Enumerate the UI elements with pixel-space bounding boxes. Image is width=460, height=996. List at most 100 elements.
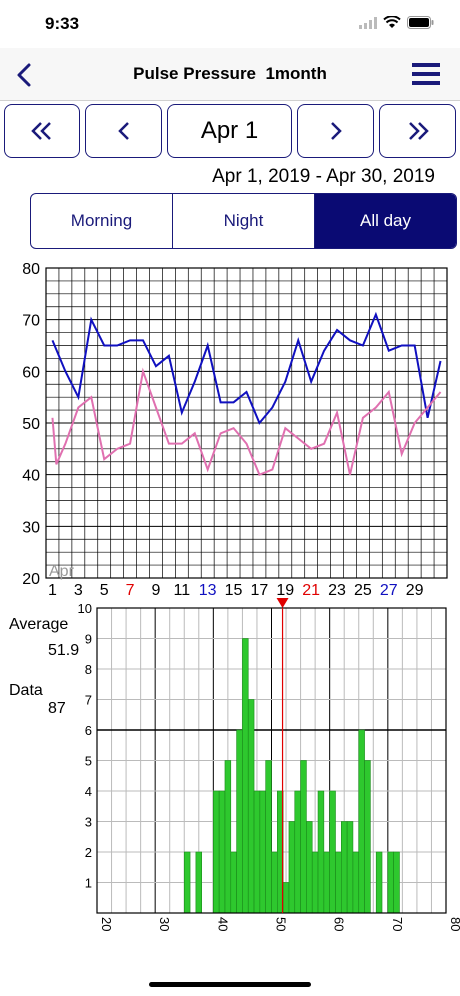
previous-button[interactable] bbox=[85, 104, 162, 158]
month-label: Apr bbox=[49, 563, 75, 580]
x-tick-label: 25 bbox=[354, 582, 372, 599]
average-value: 51.9 bbox=[48, 642, 80, 659]
series-line-blue bbox=[51, 311, 442, 425]
first-page-button[interactable] bbox=[4, 104, 80, 158]
x-tick-label: 13 bbox=[199, 582, 217, 599]
histogram-bar bbox=[393, 851, 400, 914]
y-tick-label: 70 bbox=[22, 313, 40, 330]
current-date-button[interactable]: Apr 1 bbox=[167, 104, 292, 158]
histogram-bar bbox=[253, 790, 261, 914]
histogram-bar bbox=[242, 638, 249, 914]
segment-morning[interactable]: Morning bbox=[31, 194, 173, 248]
histogram-bar bbox=[346, 821, 354, 914]
x-tick-label: 27 bbox=[380, 582, 398, 599]
double-chevron-right-icon bbox=[408, 122, 429, 140]
menu-icon[interactable] bbox=[412, 62, 440, 86]
y-tick-label: 60 bbox=[22, 364, 40, 381]
histogram-bar bbox=[364, 760, 371, 914]
y-tick-label: 80 bbox=[22, 261, 40, 278]
x-tick-label: 23 bbox=[328, 582, 346, 599]
y-tick-label: 50 bbox=[22, 416, 40, 433]
y-tick-label: 30 bbox=[22, 519, 40, 536]
status-time: 9:33 bbox=[45, 14, 80, 33]
histogram-bar bbox=[236, 729, 243, 914]
histogram-bar bbox=[358, 729, 365, 914]
histogram-bar bbox=[300, 760, 307, 914]
x-tick-label: 7 bbox=[126, 582, 135, 599]
histogram-bar bbox=[311, 851, 319, 914]
histogram-bar bbox=[323, 851, 330, 914]
y-tick-label: 5 bbox=[85, 754, 92, 769]
histogram-bar bbox=[247, 699, 255, 914]
x-tick-label: 17 bbox=[251, 582, 269, 599]
date-navigation: Apr 1 bbox=[0, 104, 460, 160]
x-tick-label: 29 bbox=[406, 582, 424, 599]
histogram-bar bbox=[352, 851, 360, 914]
histogram-bar bbox=[294, 790, 301, 914]
histogram-bar bbox=[282, 882, 290, 914]
y-tick-label: 9 bbox=[85, 632, 92, 647]
histogram-bar bbox=[288, 821, 296, 914]
y-tick-label: 20 bbox=[22, 571, 40, 588]
histogram-bar bbox=[387, 851, 394, 914]
histogram-bar bbox=[230, 851, 237, 914]
x-tick-label: 15 bbox=[225, 582, 243, 599]
average-marker-icon bbox=[276, 598, 289, 608]
x-tick-label: 50 bbox=[274, 917, 289, 931]
data-count-label: Data bbox=[9, 682, 43, 699]
x-tick-label: 3 bbox=[74, 582, 83, 599]
page-title: Pulse Pressure 1month bbox=[133, 64, 327, 83]
data-count-value: 87 bbox=[48, 700, 66, 717]
y-tick-label: 6 bbox=[85, 723, 92, 738]
histogram-bar bbox=[224, 760, 232, 914]
series-line-pink bbox=[51, 367, 442, 476]
y-tick-label: 8 bbox=[85, 662, 92, 677]
battery-icon bbox=[407, 16, 434, 29]
x-tick-label: 19 bbox=[276, 582, 294, 599]
signal-icon bbox=[359, 16, 377, 29]
plot-frame bbox=[45, 267, 448, 579]
histogram-bar bbox=[259, 790, 266, 914]
histogram-bar bbox=[195, 851, 202, 914]
wifi-icon bbox=[383, 16, 401, 28]
y-tick-label: 2 bbox=[85, 845, 92, 860]
y-tick-label: 4 bbox=[85, 784, 92, 799]
x-tick-label: 40 bbox=[215, 917, 230, 931]
x-tick-label: 20 bbox=[99, 917, 114, 931]
chevron-left-icon bbox=[117, 122, 129, 140]
x-tick-label: 60 bbox=[332, 917, 347, 931]
pulse-pressure-line-chart: 20 30 40 50 60 70 80 Apr 1 3 5 7 9 11 13 15 17 19 21 23 25 27… bbox=[0, 255, 460, 600]
pulse-pressure-histogram: Average 51.9 Data 87 1 2 3 4 5 6 7 8 9 10 20 30 40 50… bbox=[0, 596, 460, 956]
histogram-bar bbox=[335, 851, 342, 914]
y-tick-label: 1 bbox=[85, 876, 92, 891]
x-tick-label: 21 bbox=[302, 582, 320, 599]
histogram-bar bbox=[265, 760, 272, 914]
histogram-bar bbox=[317, 790, 325, 914]
histogram-svg: 1 2 3 4 5 6 7 8 9 10 20 30 40 50 60 70 80 bbox=[78, 598, 460, 931]
home-indicator bbox=[149, 982, 311, 987]
chevron-right-icon bbox=[330, 122, 342, 140]
histogram-bar bbox=[271, 851, 278, 914]
back-chevron-icon[interactable] bbox=[10, 60, 40, 90]
histogram-bar bbox=[375, 851, 383, 914]
next-button[interactable] bbox=[297, 104, 374, 158]
x-tick-label: 5 bbox=[100, 582, 109, 599]
status-bar: 9:33 bbox=[0, 0, 460, 48]
segment-night[interactable]: Night bbox=[173, 194, 315, 248]
histogram-bar bbox=[218, 790, 226, 914]
navigation-bar: Pulse Pressure 1month bbox=[0, 48, 460, 101]
histogram-bar bbox=[340, 821, 348, 914]
x-tick-label: 11 bbox=[174, 582, 191, 599]
x-tick-label: 80 bbox=[448, 917, 460, 931]
line-chart-grid bbox=[45, 267, 448, 579]
histogram-bar bbox=[183, 851, 191, 914]
y-tick-label: 10 bbox=[78, 601, 92, 616]
histogram-bar bbox=[213, 790, 220, 914]
x-tick-label: 30 bbox=[157, 917, 172, 931]
y-tick-label: 3 bbox=[85, 815, 92, 830]
time-of-day-segmented-control: Morning Night All day bbox=[30, 193, 457, 249]
histogram-bar bbox=[329, 790, 336, 914]
segment-all-day[interactable]: All day bbox=[315, 194, 456, 248]
last-page-button[interactable] bbox=[379, 104, 456, 158]
